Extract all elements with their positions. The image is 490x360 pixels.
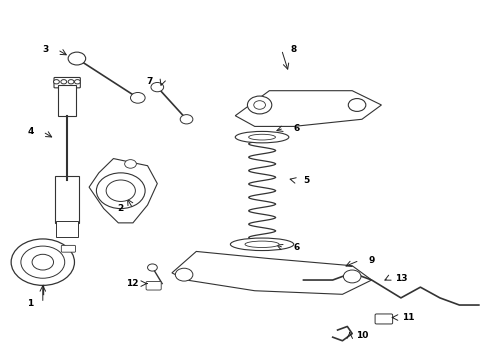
Circle shape xyxy=(175,268,193,281)
Circle shape xyxy=(343,270,361,283)
Circle shape xyxy=(348,99,366,111)
Bar xyxy=(58,85,76,116)
Circle shape xyxy=(61,80,67,84)
Text: 6: 6 xyxy=(293,124,299,133)
Circle shape xyxy=(53,80,59,84)
Ellipse shape xyxy=(235,131,289,143)
Text: 13: 13 xyxy=(394,274,407,283)
Text: 6: 6 xyxy=(293,243,299,252)
Circle shape xyxy=(130,93,145,103)
Bar xyxy=(56,221,78,237)
FancyBboxPatch shape xyxy=(61,246,75,252)
Circle shape xyxy=(254,101,266,109)
Text: 3: 3 xyxy=(42,45,49,54)
Circle shape xyxy=(97,173,145,208)
Circle shape xyxy=(21,246,65,278)
Text: 1: 1 xyxy=(27,299,34,308)
Circle shape xyxy=(74,80,80,84)
FancyBboxPatch shape xyxy=(375,314,392,324)
FancyBboxPatch shape xyxy=(146,282,161,290)
Polygon shape xyxy=(172,251,372,294)
Circle shape xyxy=(32,254,53,270)
Polygon shape xyxy=(235,91,381,126)
Text: 10: 10 xyxy=(356,331,368,340)
Circle shape xyxy=(11,239,74,285)
Bar xyxy=(55,176,79,223)
Text: 12: 12 xyxy=(126,279,138,288)
FancyBboxPatch shape xyxy=(54,77,80,88)
Circle shape xyxy=(68,52,86,65)
Text: 9: 9 xyxy=(368,256,375,265)
Text: 2: 2 xyxy=(118,204,124,213)
Circle shape xyxy=(124,159,136,168)
Polygon shape xyxy=(89,158,157,223)
Text: 8: 8 xyxy=(291,45,297,54)
Text: 4: 4 xyxy=(27,127,34,136)
Circle shape xyxy=(68,80,74,84)
Ellipse shape xyxy=(248,134,275,140)
Text: 11: 11 xyxy=(402,313,415,322)
Circle shape xyxy=(151,82,164,92)
Text: 7: 7 xyxy=(147,77,153,86)
Circle shape xyxy=(106,180,135,202)
Circle shape xyxy=(180,114,193,124)
Ellipse shape xyxy=(245,241,279,248)
Text: 5: 5 xyxy=(303,176,309,185)
Circle shape xyxy=(147,264,157,271)
Ellipse shape xyxy=(230,238,294,251)
Circle shape xyxy=(247,96,272,114)
